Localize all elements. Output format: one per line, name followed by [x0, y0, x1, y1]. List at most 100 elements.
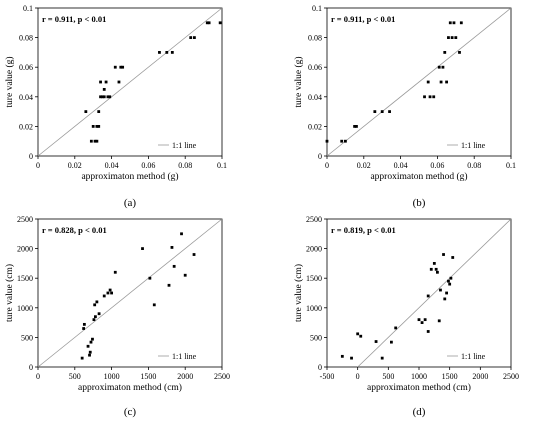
data-point — [88, 350, 92, 354]
data-point — [439, 80, 443, 84]
y-tick-label: 0.02 — [19, 122, 33, 131]
x-tick-label: 0.06 — [430, 161, 444, 170]
chart-panel-c: 0 500 1000 1500 2000 2500 0 500 1000 1500 2000 2500… — [4, 215, 230, 418]
x-tick-label: 500 — [382, 372, 394, 381]
data-point — [454, 36, 458, 39]
x-tick-label: 0.02 — [357, 161, 371, 170]
data-point — [117, 80, 121, 84]
data-point — [355, 125, 358, 128]
x-tick-label: 1500 — [140, 372, 156, 381]
x-tick-label: 0.02 — [68, 161, 82, 170]
data-point — [99, 95, 102, 99]
data-point — [350, 356, 353, 360]
data-point — [106, 95, 110, 99]
data-point — [448, 282, 452, 286]
y-axis-title: ture value (g) — [4, 56, 15, 107]
legend-label: 1:1 line — [172, 141, 197, 150]
correlation-annotation: r = 0.819, p < 0.01 — [331, 225, 396, 235]
x-tick-label: -500 — [320, 372, 335, 381]
y-tick-label: 0.08 — [308, 34, 322, 43]
data-point — [165, 51, 169, 54]
data-point — [325, 139, 329, 143]
x-axis-title: approximaton method (g) — [81, 171, 178, 182]
y-tick-label: 1000 — [17, 304, 33, 313]
y-tick-label: 1500 — [17, 274, 33, 283]
chart-panel-a: 0 0.02 0.04 0.06 0.08 0.1 0 0.02 0.04 0.06 0.08 0.1… — [4, 4, 227, 209]
data-point — [447, 279, 450, 283]
data-point — [452, 21, 456, 25]
data-point — [82, 327, 86, 330]
y-tick-label: 0.1 — [312, 4, 322, 13]
data-point — [89, 340, 93, 344]
y-tick-label: 0.04 — [19, 93, 33, 102]
panel-caption: (b) — [413, 197, 426, 209]
data-point — [353, 125, 356, 128]
y-tick-label: 500 — [21, 333, 33, 342]
x-axis-title: approximaton method (g) — [370, 171, 467, 182]
data-point — [432, 262, 436, 265]
x-tick-label: 1000 — [104, 372, 120, 381]
plot-frame — [37, 218, 223, 368]
x-tick-label: 0 — [325, 161, 329, 170]
x-tick-label: 0.08 — [467, 161, 481, 170]
data-point — [97, 125, 101, 128]
chart-panel-d: -500 0 500 1000 1500 2000 25000500100015002000… — [293, 215, 519, 418]
data-point — [359, 334, 363, 338]
data-point — [80, 356, 84, 360]
y-tick-label: 0.1 — [23, 4, 33, 13]
data-point — [380, 356, 384, 360]
data-point — [113, 65, 117, 69]
data-point — [141, 247, 144, 250]
data-point — [436, 270, 439, 274]
data-point — [439, 288, 442, 292]
data-point — [426, 80, 430, 84]
data-point — [91, 125, 95, 128]
data-point — [172, 264, 176, 268]
data-point — [426, 330, 430, 333]
y-tick-label: 500 — [310, 333, 322, 342]
data-point — [104, 80, 108, 84]
y-tick-label: 1000 — [306, 304, 322, 313]
data-point — [86, 344, 90, 348]
data-point — [102, 294, 106, 298]
data-point — [373, 110, 377, 113]
data-point — [95, 300, 99, 304]
y-tick-label: 0 — [318, 363, 322, 372]
data-point — [394, 326, 398, 330]
data-point — [119, 65, 123, 69]
x-tick-label: 0 — [36, 372, 40, 381]
y-tick-label: 0.08 — [19, 34, 33, 43]
plot-frame — [326, 7, 512, 157]
data-point — [451, 256, 455, 259]
data-point — [95, 139, 99, 143]
data-point — [121, 65, 125, 69]
data-point — [158, 51, 161, 54]
one-to-one-line — [37, 218, 223, 368]
data-point — [108, 95, 112, 99]
x-tick-label: 1000 — [411, 372, 427, 381]
data-point — [390, 340, 393, 344]
data-point — [441, 65, 445, 69]
data-point — [340, 139, 344, 143]
data-point — [101, 95, 104, 99]
x-axis-title: approximaton method (cm) — [78, 382, 182, 393]
panel-caption: (c) — [124, 406, 137, 418]
one-to-one-line — [357, 218, 512, 368]
data-point — [148, 276, 152, 280]
data-point — [183, 273, 187, 277]
data-point — [445, 291, 448, 295]
data-point — [429, 267, 433, 271]
x-tick-label: 0.04 — [105, 161, 119, 170]
y-axis-title: ture value (g) — [293, 56, 304, 107]
data-point — [152, 303, 156, 307]
x-tick-label: 0 — [356, 372, 360, 381]
data-point — [445, 80, 448, 84]
x-axis-title: approximaton method (cm) — [367, 382, 471, 393]
data-point — [113, 270, 117, 274]
data-point — [420, 321, 424, 324]
data-point — [82, 322, 86, 326]
data-point — [437, 319, 441, 323]
data-point — [97, 110, 101, 113]
x-tick-label: 0 — [36, 161, 40, 170]
